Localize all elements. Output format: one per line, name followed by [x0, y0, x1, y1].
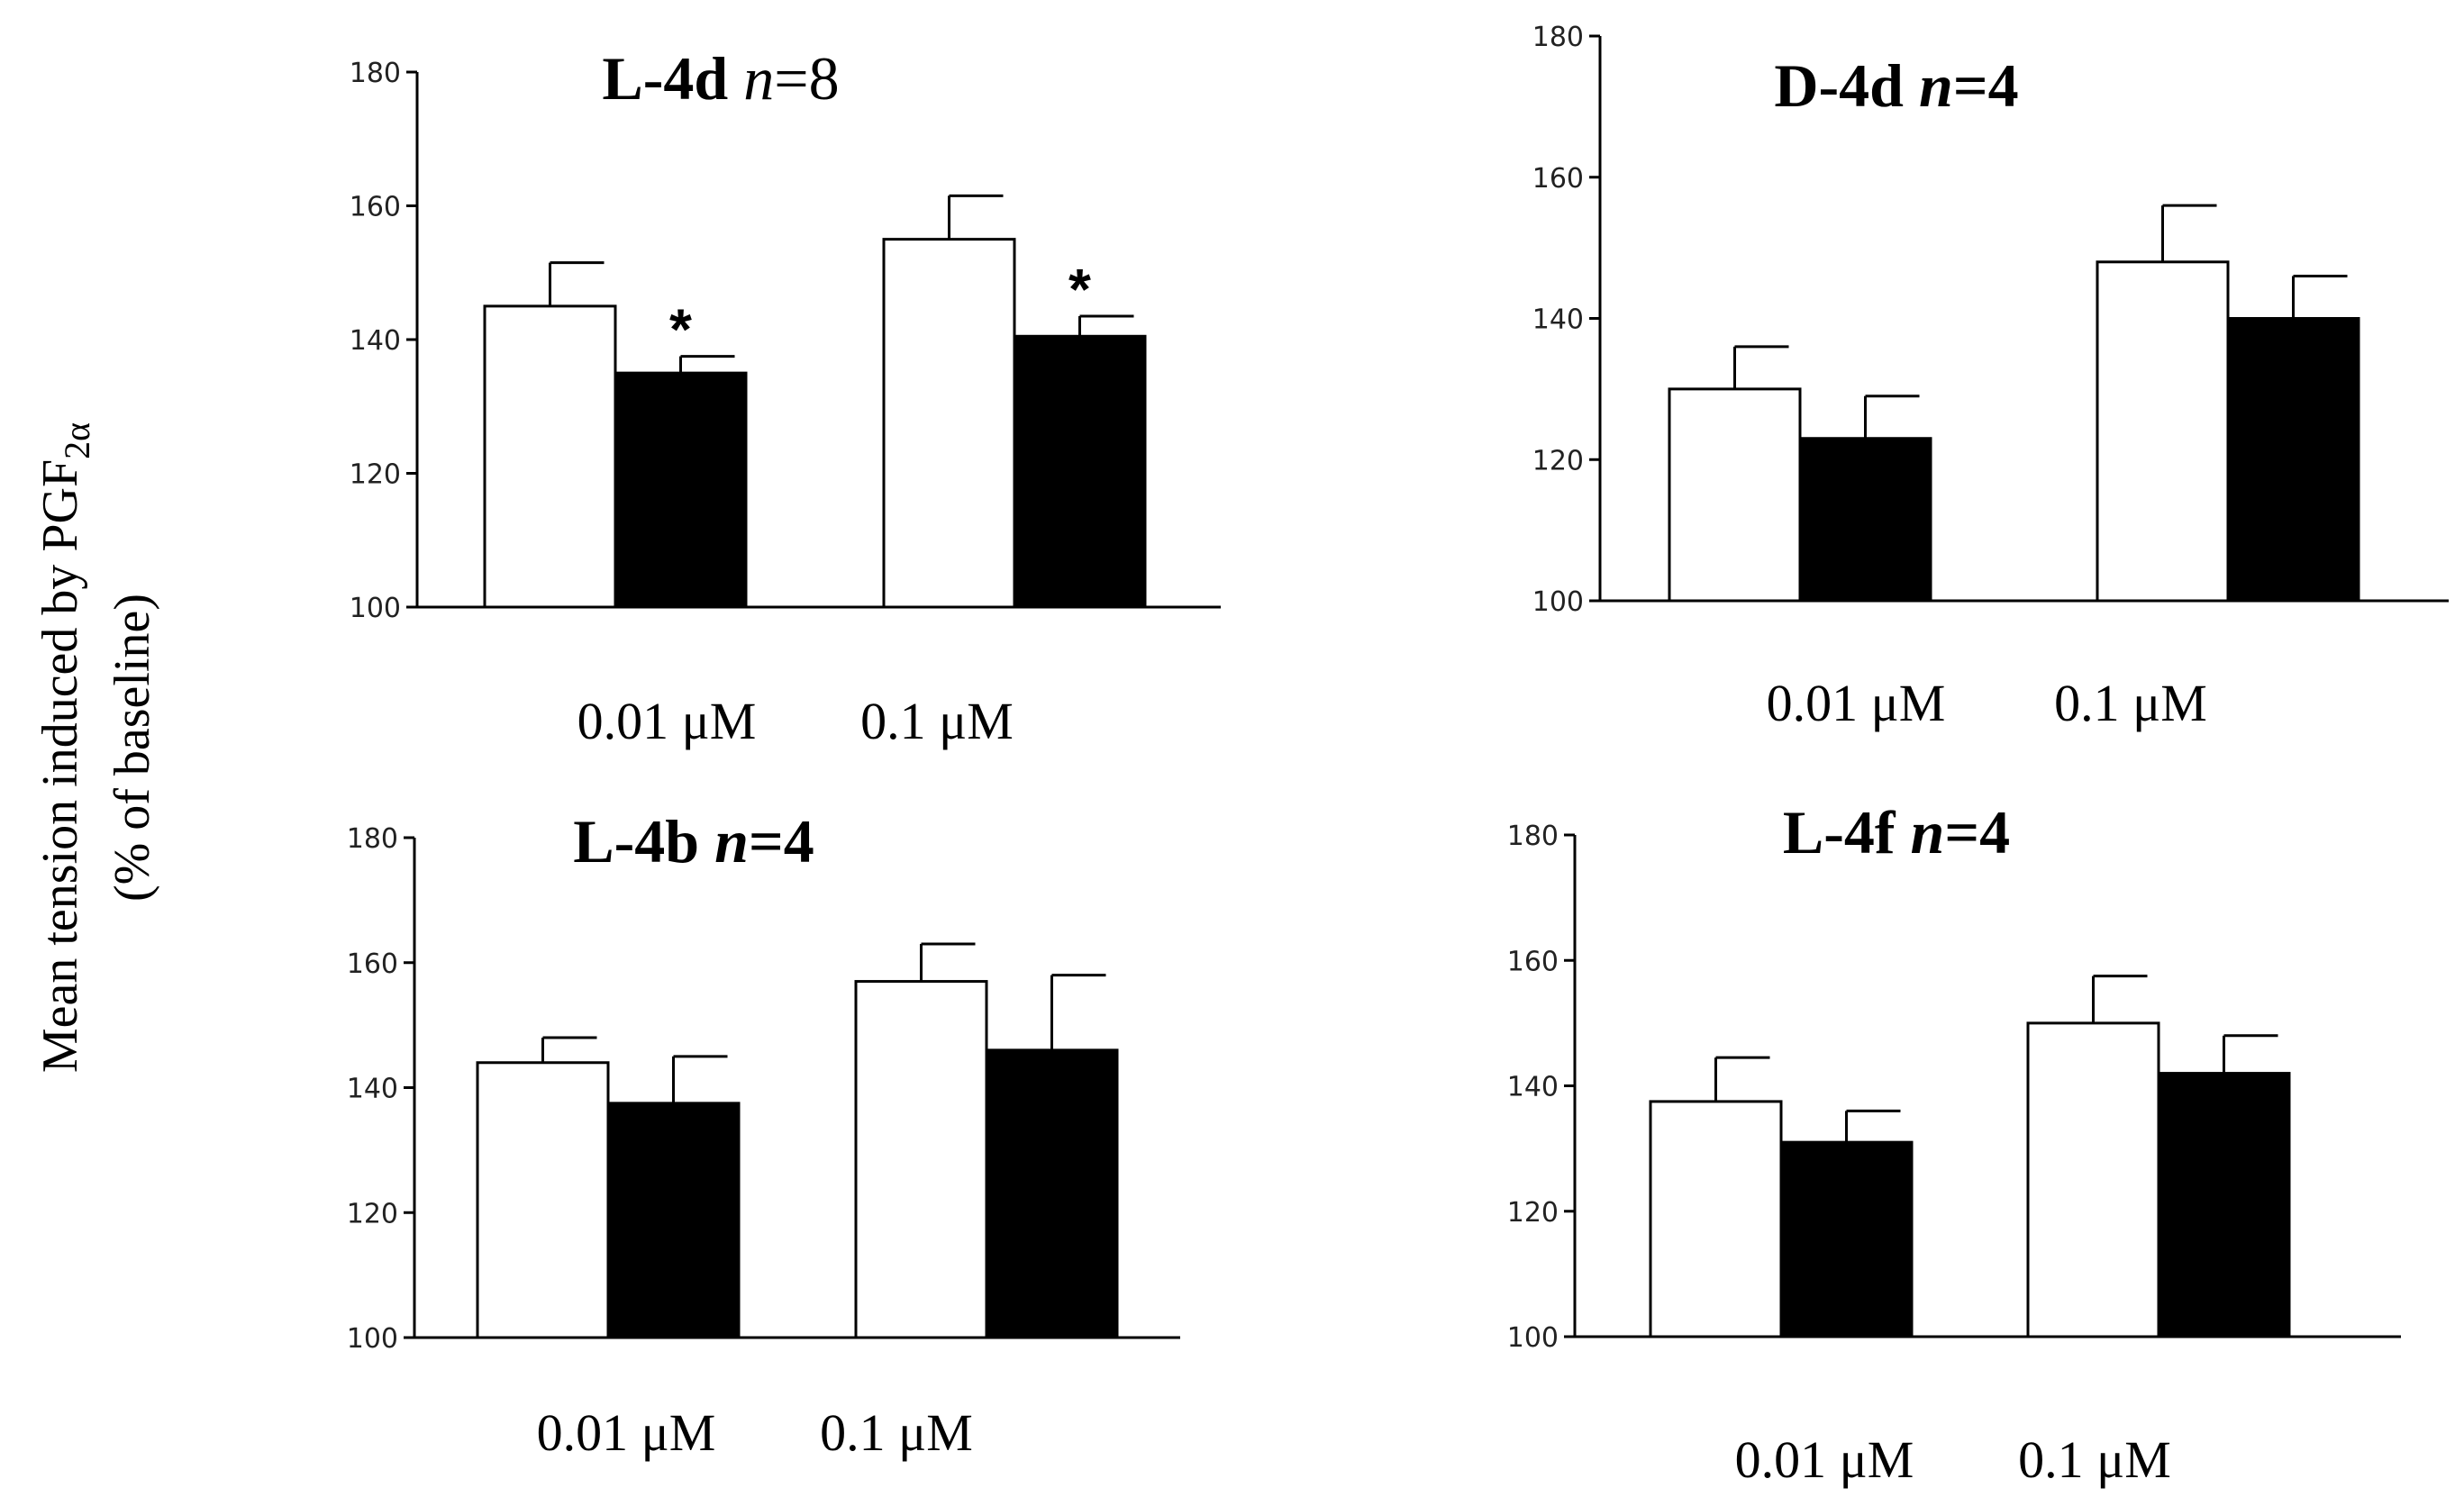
panel-title-count: =4 [749, 807, 814, 876]
bar-open [2026, 1021, 2160, 1338]
panel-l4b: L-4b n=4 100 120 140 160 180 0.01 μM 0.1 μM [347, 807, 1180, 1462]
x-category-label: 0.01 μM [1767, 674, 1946, 732]
bar-open [1668, 387, 1802, 603]
panel-l4f: L-4f n=4 100 120 140 160 180 0.01 μM 0.1 μM [1507, 798, 2401, 1489]
y-tick-label: 140 [347, 1074, 398, 1105]
x-category-label: 0.1 μM [820, 1403, 973, 1462]
panel-title-n: n [1911, 798, 1945, 866]
significance-mark: * [1068, 257, 1091, 322]
panel-d4d: D-4d n=4 100 120 140 160 180 0.01 μM 0.1 μM [1532, 22, 2449, 732]
x-category-label: 0.1 μM [860, 692, 1014, 750]
y-tick-label: 100 [350, 593, 401, 624]
bar-open [483, 304, 617, 609]
y-tick-label: 100 [347, 1323, 398, 1355]
panel-title-count: =8 [774, 44, 839, 113]
y-tick-label: 160 [347, 948, 398, 980]
panel-title: D-4d n=4 [1774, 51, 2018, 120]
y-tick-label: 140 [1507, 1072, 1559, 1103]
panel-title-name: L-4b [573, 807, 714, 876]
bar-filled [1798, 437, 1932, 603]
y-tick-label: 180 [1507, 821, 1559, 852]
y-axis-label: Mean tension induced by PGF2α (% of base… [32, 422, 160, 1073]
y-tick-label: 160 [1532, 163, 1584, 195]
x-category-label: 0.1 μM [2018, 1430, 2171, 1489]
significance-mark: * [669, 297, 692, 362]
panel-title-name: L-4f [1783, 798, 1911, 866]
y-tick-label: 120 [350, 459, 401, 491]
panel-title: L-4d n=8 [602, 44, 839, 113]
y-tick-label: 180 [1532, 22, 1584, 53]
bar-filled [614, 371, 748, 609]
x-category-label: 0.1 μM [2054, 674, 2207, 732]
y-tick-label: 100 [1507, 1322, 1559, 1354]
panel-title: L-4b n=4 [573, 807, 814, 876]
bar-open [2096, 260, 2230, 603]
bar-filled [1779, 1140, 1914, 1338]
panel-title-name: D-4d [1774, 51, 1919, 120]
y-tick-label: 120 [1507, 1197, 1559, 1229]
y-tick-label: 140 [1532, 304, 1584, 336]
y-axis-label-line2: (% of baseline) [105, 594, 160, 902]
y-tick-label: 120 [1532, 445, 1584, 476]
bar-open [476, 1061, 610, 1339]
panel-title-count: =4 [1944, 798, 2010, 866]
y-tick-label: 180 [350, 58, 401, 89]
y-tick-label: 100 [1532, 586, 1584, 618]
x-category-label: 0.01 μM [1735, 1430, 1914, 1489]
panel-title-n: n [1919, 51, 1953, 120]
panel-title-n: n [714, 807, 749, 876]
y-tick-label: 160 [1507, 946, 1559, 977]
bar-filled [1013, 334, 1147, 609]
y-tick-label: 140 [350, 325, 401, 357]
panel-title-count: =4 [1953, 51, 2019, 120]
y-tick-label: 120 [347, 1198, 398, 1229]
x-category-label: 0.01 μM [537, 1403, 716, 1462]
bar-open [1649, 1100, 1783, 1338]
panel-l4d: L-4d n=8 100 120 140 160 180 * 0.01 μM * 0.1 μM [350, 44, 1221, 750]
y-axis-label-subscript: 2α [57, 422, 97, 459]
bar-filled [985, 1048, 1119, 1339]
bar-open [854, 980, 988, 1339]
y-axis-label-main: Mean tension induced by PGF [32, 459, 88, 1073]
panel-title-name: L-4d [602, 44, 743, 113]
bar-filled [606, 1102, 741, 1339]
panel-title-n: n [743, 44, 774, 113]
panel-title: L-4f n=4 [1783, 798, 2010, 866]
bar-filled [2226, 317, 2360, 603]
y-tick-label: 180 [347, 823, 398, 855]
bar-open [882, 238, 1016, 609]
bar-filled [2157, 1072, 2291, 1338]
y-axis-label-line1: Mean tension induced by PGF2α [32, 422, 97, 1073]
x-category-label: 0.01 μM [577, 692, 757, 750]
y-tick-label: 160 [350, 192, 401, 223]
